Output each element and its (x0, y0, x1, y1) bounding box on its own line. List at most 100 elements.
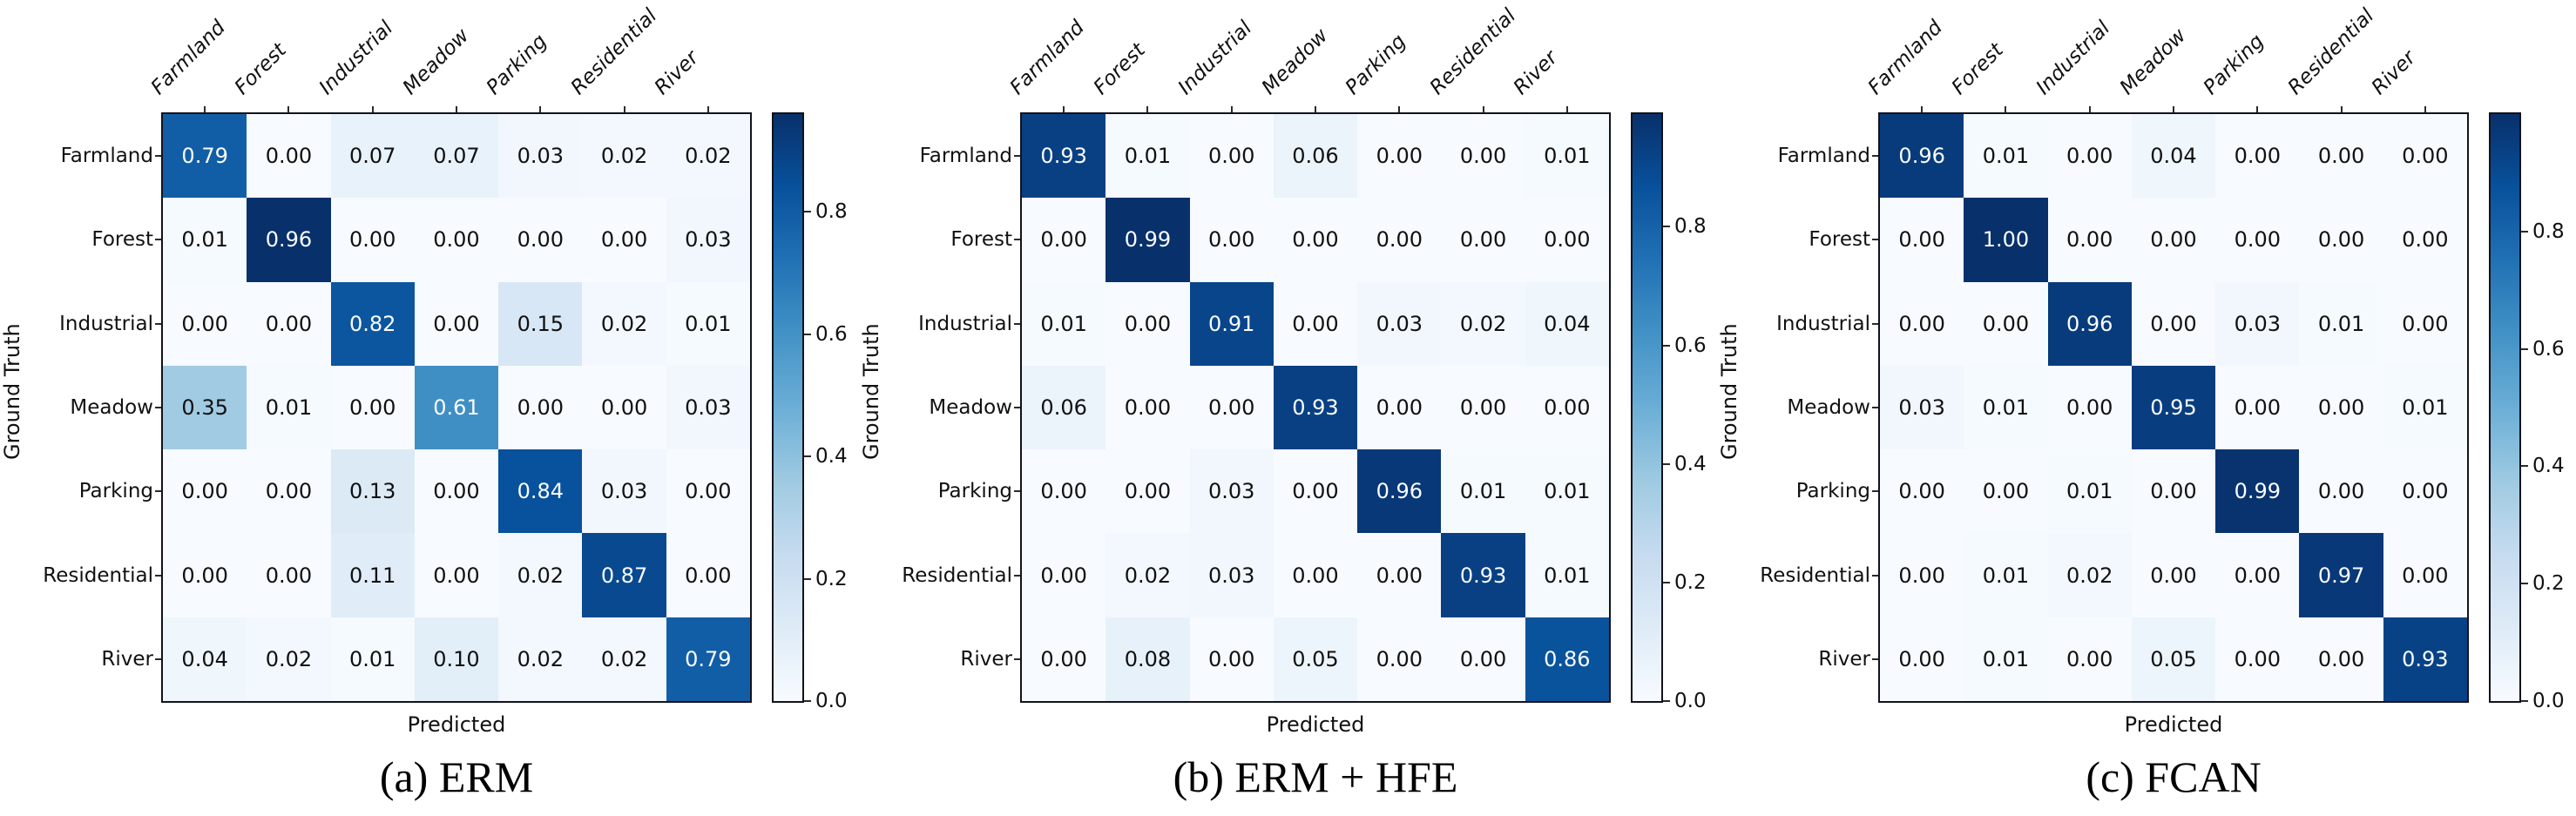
matrix-cell: 0.05 (1273, 617, 1358, 701)
matrix-cell: 0.00 (1022, 198, 1106, 282)
matrix-cell: 0.00 (163, 449, 247, 534)
col-label: River (2367, 46, 2420, 99)
row-label: River (960, 647, 1012, 671)
matrix-cell: 0.00 (1273, 198, 1358, 282)
col-label: Residential (2283, 4, 2378, 99)
col-label: Parking (2199, 30, 2269, 99)
matrix-cell: 0.00 (2383, 198, 2467, 282)
matrix-cell: 0.08 (1105, 617, 1190, 701)
colorbar-tick-label: 0.2 (2532, 572, 2565, 596)
matrix-cell: 0.00 (2131, 533, 2216, 617)
matrix-cell: 0.00 (1357, 365, 1442, 450)
x-axis-tick (2256, 106, 2259, 114)
col-label: Industrial (2032, 17, 2114, 99)
matrix-cell: 0.00 (2131, 198, 2216, 282)
y-axis-tick (1014, 155, 1022, 158)
row-label: Residential (1760, 563, 1870, 587)
colorbar-tick (804, 577, 811, 580)
matrix-cell: 0.00 (1273, 449, 1358, 534)
col-label: Farmland (1863, 16, 1948, 99)
matrix-cell: 0.01 (2383, 365, 2467, 450)
matrix-cell: 0.00 (1189, 617, 1274, 701)
colorbar-tick (804, 455, 811, 458)
row-label: Parking (1795, 480, 1870, 503)
matrix-cell: 0.11 (330, 533, 415, 617)
matrix-cell: 0.00 (1964, 449, 2048, 534)
matrix-cell: 0.03 (1189, 449, 1274, 534)
col-label: Parking (482, 30, 552, 99)
matrix-cell: 0.03 (666, 365, 750, 450)
matrix-cell: 0.00 (1880, 198, 1964, 282)
matrix-cell: 0.02 (498, 533, 583, 617)
matrix-cell: 0.02 (247, 617, 331, 701)
panel-caption: (a) ERM (379, 752, 534, 801)
y-axis-tick (155, 239, 163, 241)
matrix-cell: 0.00 (582, 365, 666, 450)
colorbar-tick-label: 0.8 (2532, 219, 2565, 243)
colorbar-gradient (774, 114, 802, 701)
matrix-cell: 0.03 (666, 198, 750, 282)
matrix-cell: 0.01 (1964, 617, 2048, 701)
matrix-cell: 0.79 (666, 617, 750, 701)
x-axis-tick (1482, 106, 1484, 114)
col-label: Residential (566, 4, 661, 99)
matrix-cell: 0.15 (498, 281, 583, 366)
col-label: Industrial (1173, 17, 1256, 99)
matrix-cell: 0.00 (666, 533, 750, 617)
colorbar-tick (2521, 465, 2528, 468)
matrix-cell: 0.00 (1880, 449, 1964, 534)
row-label: Meadow (929, 396, 1012, 419)
matrix-cell: 0.35 (163, 365, 247, 450)
panel-caption: (b) ERM + HFE (1173, 752, 1458, 801)
matrix-cell: 0.03 (1189, 533, 1274, 617)
matrix-cell: 0.01 (2047, 449, 2132, 534)
matrix-cell: 0.00 (163, 533, 247, 617)
matrix-cell: 0.00 (582, 198, 666, 282)
colorbar-gradient (1633, 114, 1661, 701)
row-label: River (101, 647, 153, 671)
col-label: Farmland (1005, 16, 1090, 99)
matrix-cell: 0.86 (1525, 617, 1609, 701)
matrix-cell: 0.00 (1273, 533, 1358, 617)
colorbar-tick-label: 0.6 (815, 322, 848, 346)
row-label: Meadow (1787, 396, 1870, 419)
x-axis-tick (2340, 106, 2343, 114)
col-label: Meadow (1257, 24, 1333, 100)
row-label: Industrial (59, 312, 153, 335)
matrix-cell: 0.03 (582, 449, 666, 534)
matrix-cell: 0.00 (1441, 617, 1525, 701)
matrix-cell: 0.00 (1189, 198, 1274, 282)
matrix-cell: 0.04 (2131, 114, 2216, 199)
matrix-cell: 0.13 (330, 449, 415, 534)
colorbar-tick (1663, 226, 1670, 228)
row-label: Farmland (919, 145, 1012, 168)
row-label: Industrial (918, 312, 1012, 335)
x-axis-label: Predicted (2124, 712, 2223, 737)
panel-caption: (c) FCAN (2086, 752, 2262, 801)
col-label: Industrial (314, 17, 397, 99)
row-label: Residential (43, 563, 153, 587)
col-label: Residential (1425, 4, 1520, 99)
matrix-cell: 0.00 (414, 533, 499, 617)
matrix-cell: 0.00 (1022, 533, 1106, 617)
matrix-cell: 0.02 (582, 114, 666, 199)
matrix-cell: 0.00 (666, 449, 750, 534)
matrix-cell: 0.00 (1525, 365, 1609, 450)
heatmap-grid: 0.79 0.00 0.07 0.07 0.03 0.02 0.02 0.01 0.96 0.00… (163, 114, 750, 701)
matrix-cell: 0.96 (1357, 449, 1442, 534)
matrix-cell: 0.00 (2047, 617, 2132, 701)
matrix-cell: 0.00 (2047, 114, 2132, 199)
matrix-cell: 0.00 (2215, 114, 2300, 199)
x-axis-tick (1398, 106, 1401, 114)
matrix-cell: 0.00 (1273, 281, 1358, 366)
matrix-cell: 0.00 (2383, 533, 2467, 617)
colorbar-tick-label: 0.4 (1674, 452, 1707, 475)
matrix-cell: 1.00 (1964, 198, 2048, 282)
matrix-cell: 0.00 (414, 281, 499, 366)
colorbar-tick-label: 0.6 (1674, 334, 1707, 357)
row-label: Farmland (1777, 145, 1870, 168)
colorbar-tick-label: 0.8 (815, 200, 848, 224)
matrix-cell: 0.00 (1189, 114, 1274, 199)
matrix-cell: 0.01 (330, 617, 415, 701)
